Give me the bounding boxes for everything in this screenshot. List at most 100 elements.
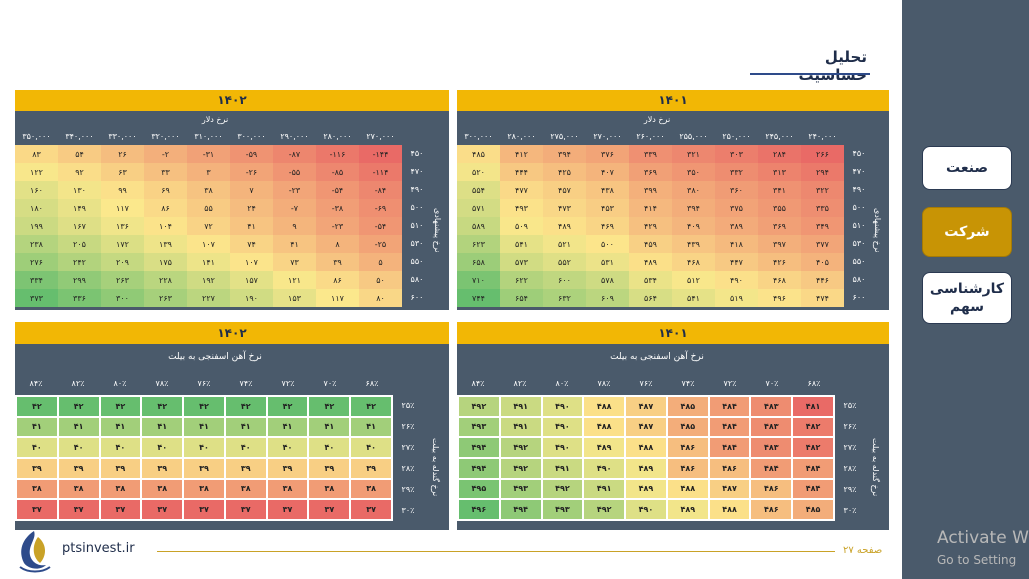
table-cell: ۲۷۶ bbox=[15, 253, 58, 271]
col-header: ۲۵۵,۰۰۰ bbox=[679, 132, 708, 141]
table-cell: ۴۷۳ bbox=[543, 199, 586, 217]
table-cell: ۳۸۹ bbox=[715, 217, 758, 235]
footer-site-link[interactable]: ptsinvest.ir bbox=[62, 541, 135, 556]
table-cell: ۲۴ bbox=[230, 199, 273, 217]
nav-company-button[interactable]: شرکت bbox=[922, 207, 1012, 257]
col-axis-label: نرخ آهن اسفنجی به بیلت bbox=[610, 352, 704, 362]
table-cell: ۱۰۴ bbox=[144, 217, 187, 235]
table-cell: ۳۳۵ bbox=[801, 199, 844, 217]
table-cell: ۴۸۷ bbox=[709, 479, 750, 499]
col-header: ۷۸٪ bbox=[155, 379, 169, 388]
table-cell: ۴۹۲ bbox=[542, 479, 583, 499]
table-cell: ۴۲ bbox=[309, 397, 350, 416]
row-header: ۵۵۰ bbox=[852, 257, 866, 266]
table-dollar-1401: ۱۴۰۱ نرخ دلار نرخ پیشنهادی ۳۰۰,۰۰۰ ۲۸۰,۰۰… bbox=[457, 90, 889, 310]
table-cell: ۱۶۷ bbox=[58, 217, 101, 235]
row-header: ۲۵٪ bbox=[843, 401, 857, 410]
table-cell: ۳۸ bbox=[187, 181, 230, 199]
table-cell: ۵۷۳ bbox=[500, 253, 543, 271]
table-cell: -۸۴ bbox=[359, 181, 402, 199]
table-cell: -۳۱ bbox=[187, 145, 230, 163]
table-cell: -۲۶ bbox=[230, 163, 273, 181]
table-cell: ۳۸۰ bbox=[672, 181, 715, 199]
table-cell: ۴۹۴ bbox=[459, 458, 499, 478]
col-header: ۲۵۰,۰۰۰ bbox=[722, 132, 751, 141]
table-cell: ۵۲۱ bbox=[543, 235, 586, 253]
table-cell: ۳۹ bbox=[184, 458, 224, 478]
table-cell: ۴۱ bbox=[351, 417, 391, 437]
row-header: ۳۰٪ bbox=[401, 506, 415, 515]
table-cell: ۴۲۶ bbox=[758, 253, 801, 271]
row-header: ۲۷٪ bbox=[843, 443, 857, 452]
table-cell: -۸۵ bbox=[316, 163, 359, 181]
table-cell: ۲۹۴ bbox=[801, 163, 844, 181]
table-cell: ۴۲ bbox=[267, 397, 308, 416]
row-header: ۵۸۰ bbox=[410, 275, 424, 284]
table-cell: ۵۷۸ bbox=[586, 271, 629, 289]
table-cell: ۴۰ bbox=[142, 438, 183, 457]
table-cell: ۲۶۳ bbox=[101, 271, 144, 289]
table-ore-1401: ۱۴۰۱ نرخ آهن اسفنجی به بیلت نرخ گندله به… bbox=[457, 322, 889, 530]
table-cell: ۳۸ bbox=[142, 479, 183, 499]
table-cell: ۵ bbox=[359, 253, 402, 271]
table-cell: ۳۲۱ bbox=[672, 145, 715, 163]
table-cell: ۴۰۷ bbox=[586, 163, 629, 181]
table-cell: ۴۸۸ bbox=[626, 438, 666, 457]
row-axis-label: نرخ گندله به بیلت bbox=[871, 437, 880, 497]
table-cell: ۳۹ bbox=[225, 458, 266, 478]
table-cell: ۷ bbox=[230, 181, 273, 199]
table-cell: ۲۶ bbox=[101, 145, 144, 163]
table-cell: ۳۷ bbox=[267, 500, 308, 519]
col-header: ۶۸٪ bbox=[807, 379, 821, 388]
row-header: ۵۱۰ bbox=[852, 221, 866, 230]
table-cell: ۴۹۱ bbox=[542, 458, 583, 478]
table-cell: ۳۷ bbox=[100, 500, 141, 519]
table-cell: ۳۷ bbox=[184, 500, 224, 519]
table-cell: ۴۸۸ bbox=[709, 500, 750, 519]
table-cell: ۴۹۰ bbox=[584, 458, 625, 478]
table-cell: ۶۳ bbox=[101, 163, 144, 181]
table-cell: ۵۵ bbox=[187, 199, 230, 217]
table-cell: ۱۹۲ bbox=[187, 271, 230, 289]
table-cell: ۳۳۹ bbox=[629, 145, 672, 163]
col-axis-label: نرخ دلار bbox=[201, 115, 229, 124]
table-cell: ۲۶۳ bbox=[144, 289, 187, 307]
table-cell: ۴۸۶ bbox=[667, 438, 708, 457]
table-cell: ۴۱ bbox=[225, 417, 266, 437]
table-cell: ۳۹ bbox=[17, 458, 57, 478]
nav-expert-button[interactable]: کارشناسی سهم bbox=[922, 272, 1012, 324]
row-header: ۴۵۰ bbox=[852, 149, 866, 158]
table-cell: ۲۶۶ bbox=[801, 145, 844, 163]
activate-watermark-subtitle: Go to Setting bbox=[937, 553, 1017, 567]
table-cell: ۱۱۷ bbox=[101, 199, 144, 217]
table-cell: ۶۰۰ bbox=[543, 271, 586, 289]
table-cell: ۴۴۶ bbox=[801, 271, 844, 289]
table-cell: ۴۰ bbox=[17, 438, 57, 457]
row-header: ۵۸۰ bbox=[852, 275, 866, 284]
table-year-header: ۱۴۰۱ bbox=[457, 90, 889, 111]
table-cell: ۳۷ bbox=[351, 500, 391, 519]
table-cell: ۴۱۴ bbox=[629, 199, 672, 217]
table-cell: ۴۸۳ bbox=[751, 417, 792, 437]
col-axis-label: نرخ آهن اسفنجی به بیلت bbox=[168, 352, 262, 362]
col-header: ۷۸٪ bbox=[597, 379, 611, 388]
table-cell: ۴۹۰ bbox=[542, 397, 583, 416]
table-cell: -۵۵ bbox=[273, 163, 316, 181]
table-cell: ۳ bbox=[187, 163, 230, 181]
sensitivity-grid: ۴۸۵ ۴۱۲ ۳۹۴ ۳۷۶ ۳۳۹ ۳۲۱ ۳۰۳ ۲۸۴ ۲۶۶ ۵۲۰ ۴۴۴ ۴۲۵ ۴۰۷ ۳… bbox=[457, 145, 844, 307]
title-underline bbox=[750, 73, 870, 75]
table-cell: ۴۸۴ bbox=[709, 397, 750, 416]
row-header: ۴۹۰ bbox=[852, 185, 866, 194]
table-cell: ۴۸۶ bbox=[751, 500, 792, 519]
sensitivity-grid: ۴۹۲ ۴۹۱ ۴۹۰ ۴۸۸ ۴۸۷ ۴۸۵ ۴۸۴ ۴۸۳ ۴۸۱ ۴۹۳ ۴۹۱ ۴۹۰ ۴۸۸ ۴… bbox=[457, 395, 835, 521]
table-cell: -۸۷ bbox=[273, 145, 316, 163]
table-cell: ۱۳۰ bbox=[58, 181, 101, 199]
table-cell: ۴۰ bbox=[309, 438, 350, 457]
table-cell: ۳۹۴ bbox=[672, 199, 715, 217]
nav-industry-button[interactable]: صنعت bbox=[922, 146, 1012, 190]
col-header: ۳۰۰,۰۰۰ bbox=[237, 132, 266, 141]
col-header: ۸۲٪ bbox=[513, 379, 527, 388]
table-cell: ۲۲۸ bbox=[144, 271, 187, 289]
table-cell: ۳۸ bbox=[58, 479, 99, 499]
table-cell: ۳۹۴ bbox=[543, 145, 586, 163]
